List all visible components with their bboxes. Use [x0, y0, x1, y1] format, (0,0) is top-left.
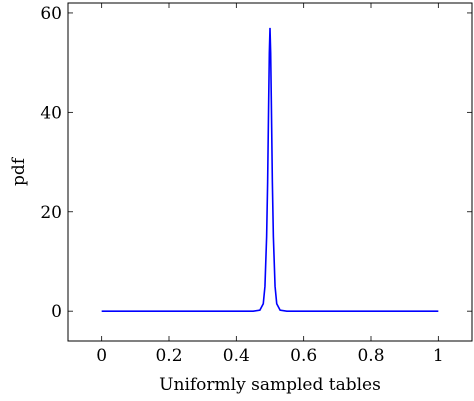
x-tick-label: 0.4: [223, 346, 250, 366]
x-axis-label: Uniformly sampled tables: [159, 375, 381, 395]
x-tick-label: 0.2: [155, 346, 182, 366]
x-tick-label: 0: [96, 346, 107, 366]
tick-labels: 0 0.2 0.4 0.6 0.8 1 0 20 40 60: [40, 4, 443, 366]
y-tick-label: 20: [40, 203, 62, 223]
y-tick-label: 0: [51, 302, 62, 322]
plot-frame: [67, 2, 473, 342]
x-tick-label: 1: [433, 346, 444, 366]
y-axis-label: pdf: [9, 156, 29, 186]
tick-marks: [68, 3, 472, 341]
y-tick-label: 60: [40, 4, 62, 24]
x-tick-label: 0.6: [290, 346, 317, 366]
x-tick-label: 0.8: [357, 346, 384, 366]
y-tick-label: 40: [40, 103, 62, 123]
series-line: [101, 27, 439, 312]
